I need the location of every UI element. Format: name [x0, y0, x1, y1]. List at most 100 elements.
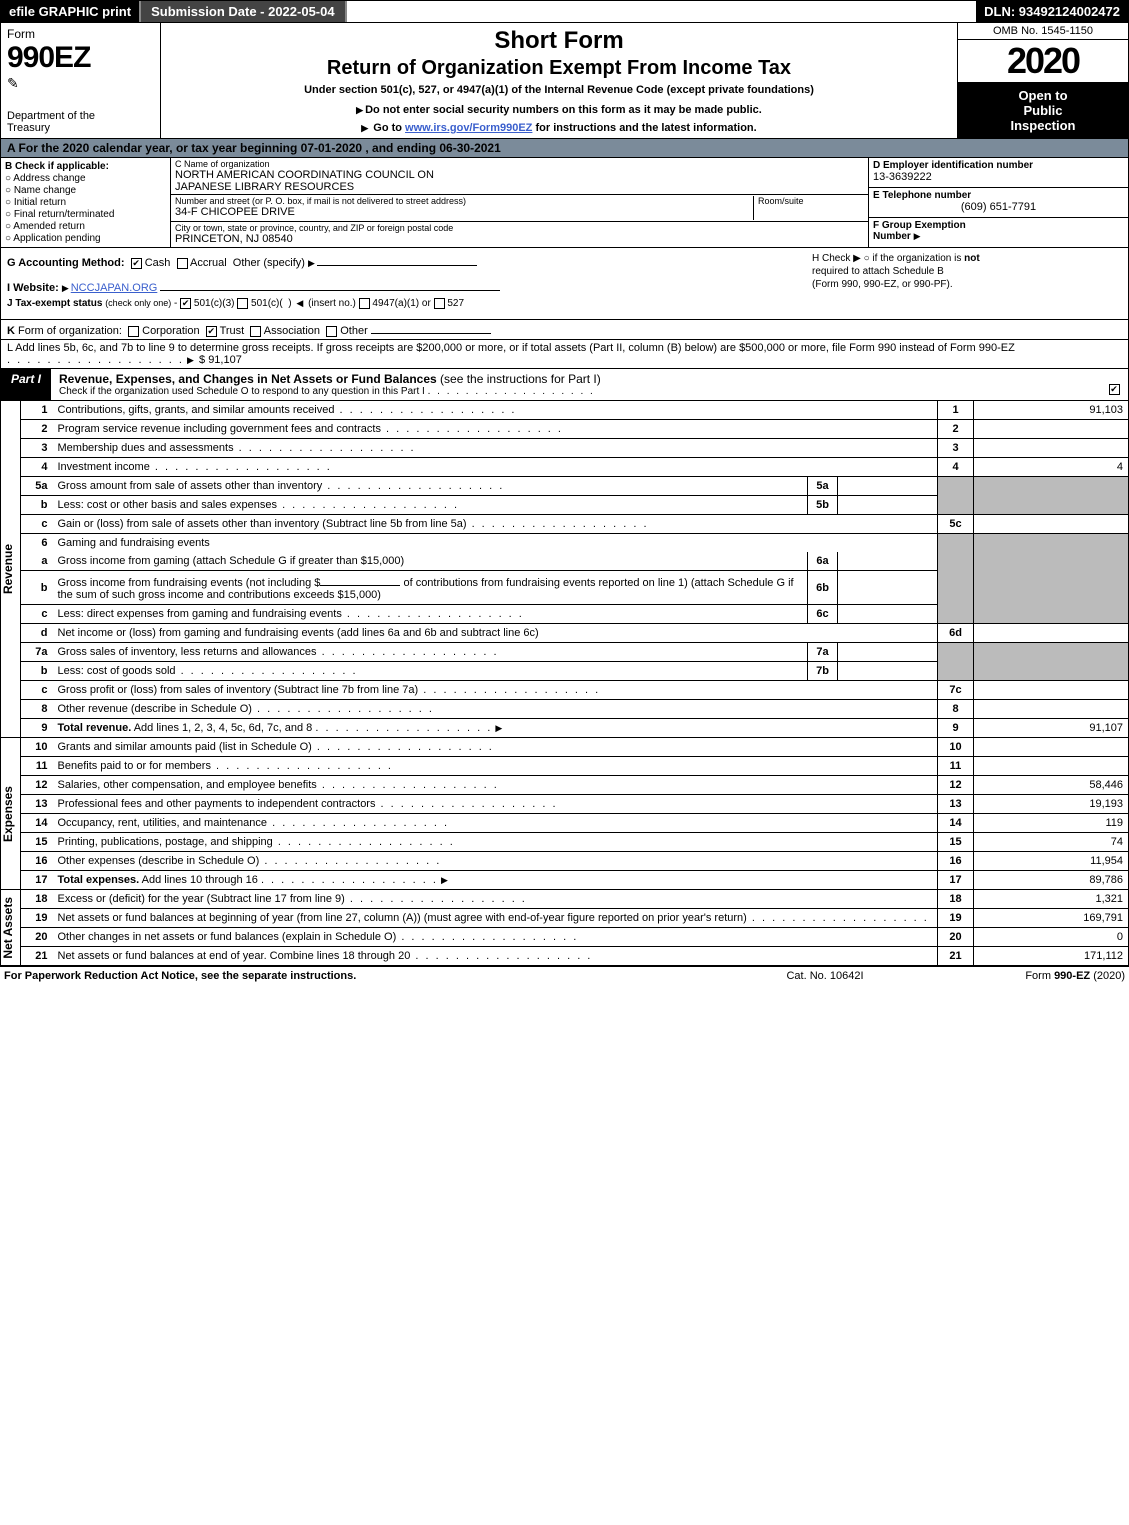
chk-initial-return[interactable]: Initial return — [5, 197, 166, 208]
l10-desc: Grants and similar amounts paid (list in… — [53, 738, 938, 757]
efile-print-label: efile GRAPHIC print — [1, 1, 139, 22]
gray-cell — [974, 571, 1129, 605]
l12-col: 12 — [938, 776, 974, 795]
expenses-side-label: Expenses — [1, 738, 21, 890]
gray-cell — [974, 477, 1129, 496]
other-specify-input[interactable] — [317, 254, 477, 266]
l5c-col: 5c — [938, 515, 974, 534]
other-label: Other (specify) — [233, 257, 305, 269]
goto-post: for instructions and the latest informat… — [535, 122, 756, 134]
l3-num: 3 — [21, 439, 53, 458]
l3-col: 3 — [938, 439, 974, 458]
goto-pre: Go to — [373, 122, 405, 134]
chk-other-org[interactable] — [326, 326, 337, 337]
netassets-side-label: Net Assets — [1, 890, 21, 966]
form-word: Form — [7, 27, 154, 41]
l5a-desc: Gross amount from sale of assets other t… — [53, 477, 808, 496]
website-link[interactable]: NCCJAPAN.ORG — [71, 282, 158, 294]
l7a-mn: 7a — [808, 643, 838, 662]
chk-amended-return[interactable]: Amended return — [5, 221, 166, 232]
part-1-header: Part I Revenue, Expenses, and Changes in… — [0, 369, 1129, 401]
chk-527[interactable] — [434, 298, 445, 309]
l4-desc: Investment income — [53, 458, 938, 477]
part-1-sub: Check if the organization used Schedule … — [59, 386, 1092, 397]
part-1-checkbox[interactable] — [1100, 369, 1128, 400]
part-1-title-text: Revenue, Expenses, and Changes in Net As… — [59, 372, 437, 386]
footer-mid: Cat. No. 10642I — [725, 970, 925, 982]
box-b: B Check if applicable: Address change Na… — [1, 158, 171, 247]
chk-cash[interactable] — [131, 258, 142, 269]
l5c-desc: Gain or (loss) from sale of assets other… — [53, 515, 938, 534]
gray-cell — [938, 571, 974, 605]
l9-amt: 91,107 — [974, 719, 1129, 738]
chk-501c[interactable] — [237, 298, 248, 309]
l2-num: 2 — [21, 420, 53, 439]
l6a-desc: Gross income from gaming (attach Schedul… — [53, 552, 808, 571]
city-label: City or town, state or province, country… — [175, 223, 864, 233]
dept-line1: Department of the — [7, 110, 95, 122]
l15-col: 15 — [938, 833, 974, 852]
l14-amt: 119 — [974, 814, 1129, 833]
do-not-text: Do not enter social security numbers on … — [365, 104, 762, 116]
chk-trust[interactable] — [206, 326, 217, 337]
l7a-desc: Gross sales of inventory, less returns a… — [53, 643, 808, 662]
chk-501c3[interactable] — [180, 298, 191, 309]
l8-num: 8 — [21, 700, 53, 719]
l6d-desc: Net income or (loss) from gaming and fun… — [53, 624, 938, 643]
l6a-num: a — [21, 552, 53, 571]
l4-amt: 4 — [974, 458, 1129, 477]
line-h-text2: required to attach Schedule B — [812, 266, 944, 277]
gray-cell — [938, 534, 974, 553]
line-g-label: G Accounting Method: — [7, 257, 125, 269]
goto-link[interactable]: www.irs.gov/Form990EZ — [405, 122, 532, 134]
l1-amt: 91,103 — [974, 401, 1129, 420]
l5b-mn: 5b — [808, 496, 838, 515]
entity-block: B Check if applicable: Address change Na… — [0, 158, 1129, 248]
l7c-amt — [974, 681, 1129, 700]
l11-num: 11 — [21, 757, 53, 776]
l6b-desc: Gross income from fundraising events (no… — [53, 571, 808, 605]
line-h: H Check ▶ ○ if the organization is not r… — [812, 252, 1122, 291]
l6c-mv — [838, 605, 938, 624]
l12-num: 12 — [21, 776, 53, 795]
chk-application-pending[interactable]: Application pending — [5, 233, 166, 244]
l7b-num: b — [21, 662, 53, 681]
l17-num: 17 — [21, 871, 53, 890]
l5c-amt — [974, 515, 1129, 534]
l6b-num: b — [21, 571, 53, 605]
gray-cell — [938, 605, 974, 624]
l6d-col: 6d — [938, 624, 974, 643]
l6c-num: c — [21, 605, 53, 624]
org-name-1: NORTH AMERICAN COORDINATING COUNCIL ON — [175, 169, 864, 181]
l6b-blank[interactable] — [320, 574, 400, 586]
chk-corp[interactable] — [128, 326, 139, 337]
gray-cell — [974, 605, 1129, 624]
l11-amt — [974, 757, 1129, 776]
gray-cell — [974, 662, 1129, 681]
gray-cell — [974, 643, 1129, 662]
accrual-label: Accrual — [190, 257, 227, 269]
l4-col: 4 — [938, 458, 974, 477]
chk-name-change[interactable]: Name change — [5, 185, 166, 196]
chk-final-return[interactable]: Final return/terminated — [5, 209, 166, 220]
open-public-inspection: Open to Public Inspection — [958, 83, 1128, 138]
l7c-num: c — [21, 681, 53, 700]
chk-accrual[interactable] — [177, 258, 188, 269]
do-not-enter: Do not enter social security numbers on … — [169, 104, 949, 116]
l6a-mv — [838, 552, 938, 571]
inspection: Inspection — [960, 118, 1126, 133]
gray-cell — [974, 534, 1129, 553]
other-org-input[interactable] — [371, 322, 491, 334]
l11-desc: Benefits paid to or for members — [53, 757, 938, 776]
l10-amt — [974, 738, 1129, 757]
chk-assoc[interactable] — [250, 326, 261, 337]
chk-4947[interactable] — [359, 298, 370, 309]
omb-number: OMB No. 1545-1150 — [958, 23, 1128, 40]
website-label: I Website: — [7, 282, 62, 294]
l3-amt — [974, 439, 1129, 458]
arrow-icon — [914, 231, 923, 242]
chk-address-change[interactable]: Address change — [5, 173, 166, 184]
room-label: Room/suite — [758, 196, 864, 206]
l8-amt — [974, 700, 1129, 719]
address-row: Number and street (or P. O. box, if mail… — [171, 195, 868, 222]
